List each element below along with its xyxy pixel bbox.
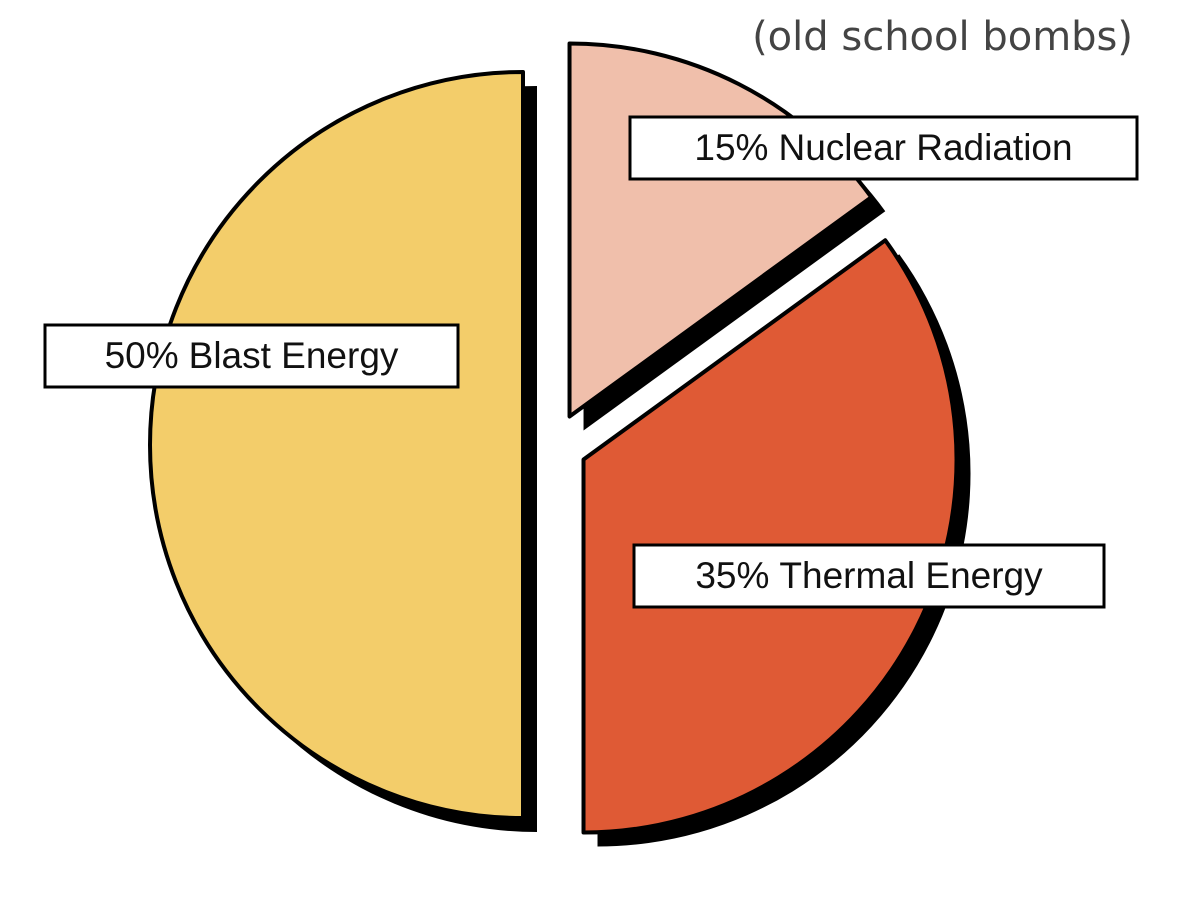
slice	[581, 238, 959, 835]
slice-label: 50% Blast Energy	[105, 335, 399, 376]
slice-label: 35% Thermal Energy	[695, 555, 1043, 596]
value-label: 15%	[694, 127, 768, 168]
label-box	[43, 323, 460, 389]
category-label: Nuclear Radiation	[778, 127, 1072, 168]
slice-label: 15% Nuclear Radiation	[694, 127, 1072, 168]
label-box	[628, 115, 1139, 181]
labels: 15% Nuclear Radiation 35% Thermal Energy 50%…	[43, 115, 1139, 609]
category-label: Blast Energy	[189, 335, 399, 376]
value-label: 35%	[695, 555, 769, 596]
category-label: Thermal Energy	[779, 555, 1043, 596]
chart-title: (old school bombs)	[752, 14, 1133, 60]
value-label: 50%	[105, 335, 179, 376]
slice	[148, 70, 525, 820]
label-box	[632, 543, 1106, 609]
